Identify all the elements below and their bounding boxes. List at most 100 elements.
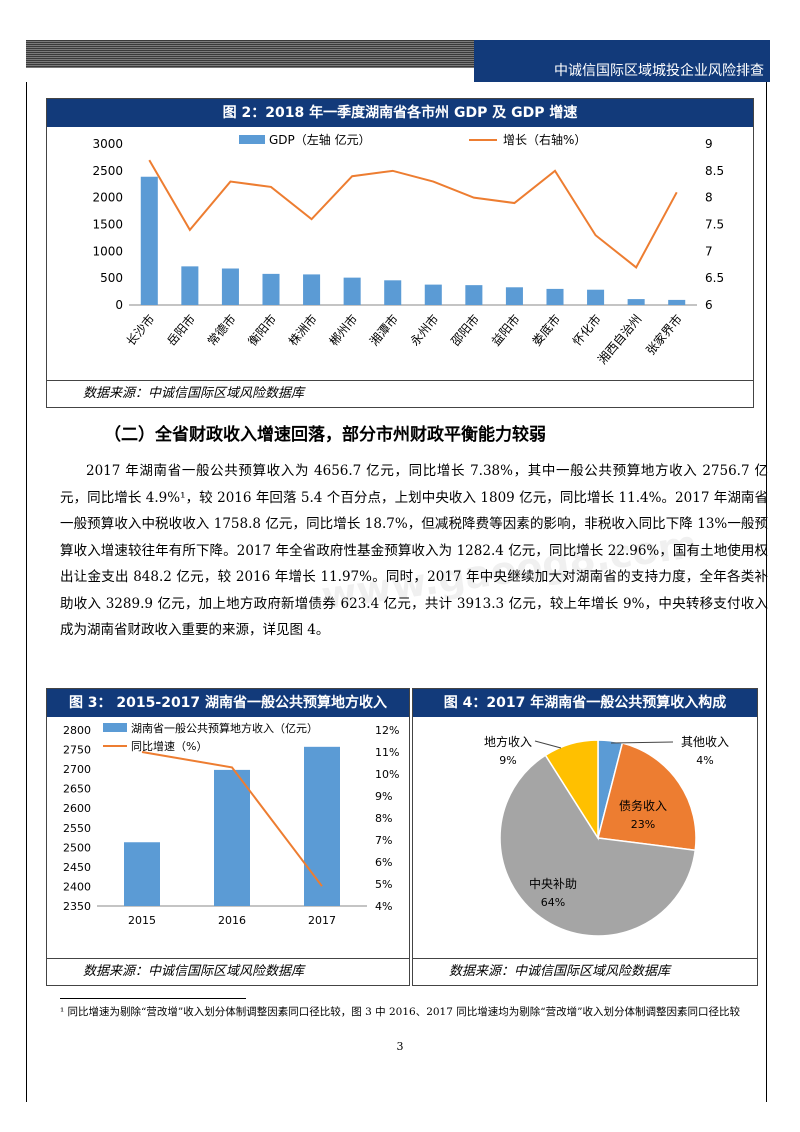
body-paragraph: 2017 年湖南省一般公共预算收入为 4656.7 亿元，同比增长 7.38%，… bbox=[60, 463, 768, 638]
right-tick-label: 6 bbox=[705, 298, 713, 312]
bar bbox=[587, 289, 605, 305]
footnote-rule bbox=[60, 998, 246, 999]
left-tick-label: 2400 bbox=[63, 880, 91, 893]
left-tick-label: 2550 bbox=[63, 822, 91, 835]
section-title: （二）全省财政收入增速回落，部分市州财政平衡能力较弱 bbox=[104, 425, 546, 445]
bar bbox=[304, 746, 340, 906]
footnote: ¹ 同比增速为剔除“营改增”收入划分体制调整因素同口径比较，图 3 中 2016… bbox=[60, 1006, 740, 1018]
bar bbox=[505, 287, 523, 305]
bar bbox=[262, 273, 280, 305]
legend-line-label: 增长（右轴%） bbox=[503, 132, 586, 147]
leader-line bbox=[534, 740, 562, 749]
bar bbox=[181, 266, 199, 305]
left-tick-label: 2650 bbox=[63, 783, 91, 796]
right-tick-label: 10% bbox=[375, 768, 399, 781]
category-label: 怀化市 bbox=[569, 311, 604, 348]
bar bbox=[627, 299, 645, 305]
right-tick-label: 7% bbox=[375, 834, 392, 847]
figure-2-chart: 0 500 1000 1500 2000 2500 3000 6 6.5 7 7.5 8 8.5 9 长沙市… bbox=[92, 132, 724, 367]
figure-4-title: 图 4：2017 年湖南省一般公共预算收入构成 bbox=[413, 689, 757, 717]
category-label: 娄底市 bbox=[529, 311, 564, 348]
page-number: 3 bbox=[396, 1040, 404, 1053]
figure-2-source: 数据来源：中诚信国际区域风险数据库 bbox=[47, 380, 753, 407]
figure-3-title: 图 3： 2015-2017 湖南省一般公共预算地方收入 bbox=[47, 689, 409, 717]
right-tick-label: 7 bbox=[705, 244, 713, 258]
pie-slice-label: 64% bbox=[541, 896, 565, 909]
figure-3-source: 数据来源：中诚信国际区域风险数据库 bbox=[47, 958, 409, 985]
left-tick-label: 0 bbox=[115, 298, 123, 312]
right-tick-label: 6.5 bbox=[705, 271, 724, 285]
pie-slice-name: 其他收入 bbox=[681, 735, 729, 749]
left-tick-label: 500 bbox=[100, 271, 123, 285]
category-label: 张家界市 bbox=[643, 311, 685, 357]
page-frame-left bbox=[26, 82, 27, 1102]
left-tick-label: 1500 bbox=[92, 218, 123, 232]
right-tick-label: 11% bbox=[375, 746, 399, 759]
category-label: 2015 bbox=[128, 914, 156, 927]
category-label: 郴州市 bbox=[326, 311, 361, 348]
category-label: 岳阳市 bbox=[164, 311, 199, 348]
pie-slice bbox=[544, 739, 599, 841]
figure-4-source: 数据来源：中诚信国际区域风险数据库 bbox=[413, 958, 757, 985]
pie-slice-label: 9% bbox=[499, 754, 516, 767]
right-tick-label: 8% bbox=[375, 812, 392, 825]
bar bbox=[384, 280, 402, 305]
left-tick-label: 3000 bbox=[92, 137, 123, 151]
figure-2-title: 图 2：2018 年一季度湖南省各市州 GDP 及 GDP 增速 bbox=[47, 99, 753, 127]
left-tick-label: 2350 bbox=[63, 900, 91, 913]
growth-line bbox=[141, 751, 323, 887]
growth-line bbox=[148, 159, 678, 269]
left-tick-label: 2500 bbox=[63, 841, 91, 854]
bar bbox=[343, 277, 361, 305]
pie-slice-name: 中央补助 bbox=[529, 876, 577, 891]
right-tick-label: 9% bbox=[375, 790, 392, 803]
bar bbox=[424, 284, 442, 305]
leader-line bbox=[610, 741, 674, 744]
bar bbox=[465, 285, 483, 305]
category-label: 衡阳市 bbox=[245, 311, 280, 348]
bar bbox=[668, 299, 686, 305]
bar bbox=[124, 842, 160, 906]
figure-4: 图 4：2017 年湖南省一般公共预算收入构成 其他收入 4% 债务收入 23% 中央补… bbox=[412, 688, 758, 986]
category-label: 益阳市 bbox=[488, 311, 523, 348]
category-label: 永州市 bbox=[407, 311, 442, 348]
legend-bar-label: GDP（左轴 亿元） bbox=[269, 132, 371, 147]
legend-line-label: 同比增速（%） bbox=[131, 739, 207, 753]
left-tick-label: 1000 bbox=[92, 244, 123, 258]
left-tick-label: 2700 bbox=[63, 763, 91, 776]
left-tick-label: 2600 bbox=[63, 802, 91, 815]
category-label: 2017 bbox=[308, 914, 336, 927]
left-tick-label: 2450 bbox=[63, 861, 91, 874]
left-tick-label: 2750 bbox=[63, 744, 91, 757]
bar bbox=[546, 288, 564, 305]
right-tick-label: 12% bbox=[375, 724, 399, 737]
pie-slice-name: 地方收入 bbox=[484, 734, 532, 749]
figure-3-chart: 2350 2400 2450 2500 2550 2600 2650 2700 2750 2800… bbox=[63, 721, 399, 927]
pie-slice bbox=[499, 754, 697, 937]
pie-slice bbox=[597, 742, 697, 852]
category-label: 2016 bbox=[218, 914, 246, 927]
page-frame-right bbox=[766, 82, 767, 1102]
bar bbox=[303, 274, 321, 305]
bar bbox=[214, 769, 250, 906]
pie-slice-label: 23% bbox=[631, 818, 655, 831]
left-tick-label: 2500 bbox=[92, 164, 123, 178]
figure-2: 图 2：2018 年一季度湖南省各市州 GDP 及 GDP 增速 0 500 100… bbox=[46, 98, 754, 408]
header-banner bbox=[474, 40, 770, 82]
legend-bar-label: 湖南省一般公共预算地方收入（亿元） bbox=[131, 721, 318, 735]
bar bbox=[221, 268, 239, 305]
left-tick-label: 2800 bbox=[63, 724, 91, 737]
pie-slice-name: 债务收入 bbox=[619, 798, 667, 813]
figure-4-chart: 其他收入 4% 债务收入 23% 中央补助 64% 地方收入 9% bbox=[484, 734, 729, 937]
category-label: 常德市 bbox=[204, 311, 239, 348]
right-tick-label: 4% bbox=[375, 900, 392, 913]
right-tick-label: 6% bbox=[375, 856, 392, 869]
legend-bar-swatch bbox=[103, 723, 127, 732]
right-tick-label: 7.5 bbox=[705, 218, 724, 232]
category-label: 湘潭市 bbox=[366, 311, 401, 348]
category-label: 邵阳市 bbox=[448, 311, 483, 348]
legend-bar-swatch bbox=[239, 135, 265, 144]
right-tick-label: 5% bbox=[375, 878, 392, 891]
category-label: 长沙市 bbox=[123, 311, 158, 348]
pie-slice-label: 4% bbox=[696, 754, 713, 767]
